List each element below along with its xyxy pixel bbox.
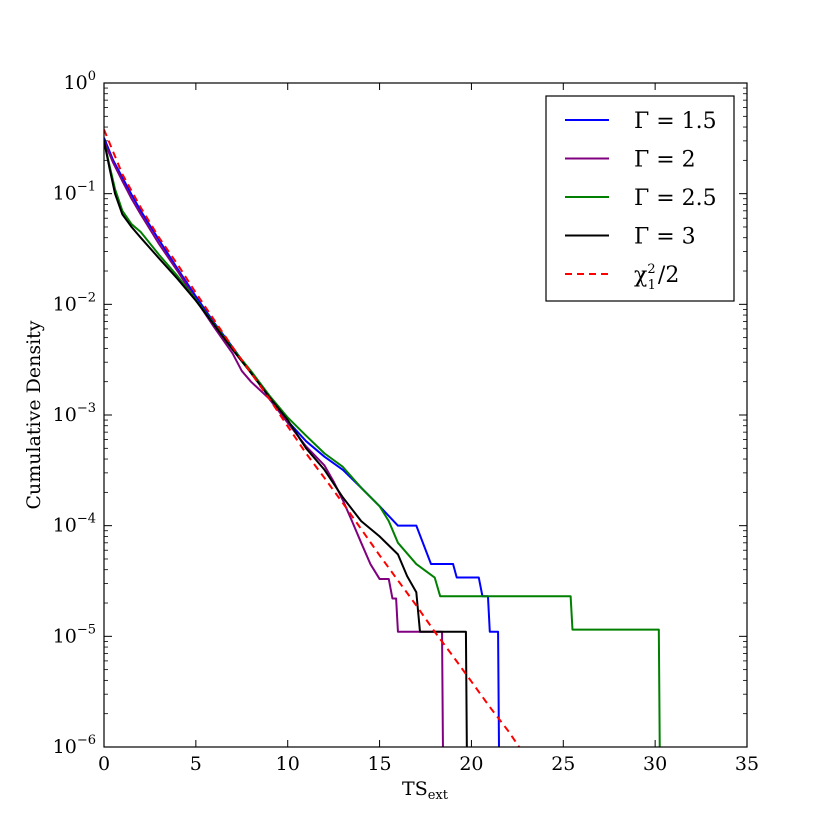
y-tick-label: 10−6 [53,733,96,758]
series-layer [104,129,661,747]
legend-label-sub: 1 [648,278,656,293]
y-tick-label-exp: −2 [77,290,96,305]
x-axis: 0 5 10 15 20 25 30 35 [98,83,759,775]
y-tick-label: 10−4 [53,512,96,537]
x-tick-label: 20 [459,753,483,775]
y-tick-label-base: 10 [53,183,77,205]
y-tick-label: 10−2 [53,290,96,315]
y-tick-label-exp: 0 [88,69,96,84]
series-line-2 [104,140,661,747]
legend-label-sup: 2 [647,262,655,277]
legend: Γ = 1.5 Γ = 2 Γ = 2.5 Γ = 3 χ2 1/2 [545,95,735,302]
legend-label-0: Γ = 1.5 [634,109,717,134]
y-tick-label: 10−1 [53,180,96,205]
series-line-0 [104,137,500,747]
legend-label-3: Γ = 3 [634,225,696,250]
legend-box [545,95,735,302]
x-tick-label: 10 [276,753,300,775]
y-tick-label: 10−5 [53,622,96,647]
y-tick-label-base: 10 [53,625,77,647]
y-tick-label-base: 10 [53,515,77,537]
y-tick-label-exp: −4 [77,512,96,527]
legend-label-tail: /2 [658,263,679,288]
x-tick-label: 25 [551,753,575,775]
y-tick-label: 100 [64,69,96,94]
y-tick-label-base: 10 [64,72,88,94]
y-tick-label-base: 10 [53,404,77,426]
y-tick-label-exp: −6 [77,733,96,748]
y-tick-label: 10−3 [53,401,96,426]
legend-label-2: Γ = 2.5 [634,186,717,211]
y-tick-label-exp: −1 [77,180,96,195]
x-tick-label: 35 [735,753,759,775]
x-axis-label: TSext [402,778,449,803]
series-line-4 [104,129,521,747]
x-tick-label: 5 [190,753,202,775]
x-tick-label: 15 [367,753,391,775]
legend-label-base: χ [634,263,647,288]
y-tick-label-base: 10 [53,736,77,758]
y-tick-label-exp: −3 [77,401,96,416]
x-axis-label-sub: ext [428,788,449,803]
legend-label-1: Γ = 2 [634,148,696,173]
legend-label-4: χ2 1/2 [634,262,679,293]
y-axis-label: Cumulative Density [23,320,45,509]
x-tick-label: 0 [98,753,110,775]
y-tick-label-base: 10 [53,293,77,315]
x-axis-label-main: TS [402,778,428,800]
y-tick-label-exp: −5 [77,622,96,637]
x-tick-label: 30 [643,753,667,775]
